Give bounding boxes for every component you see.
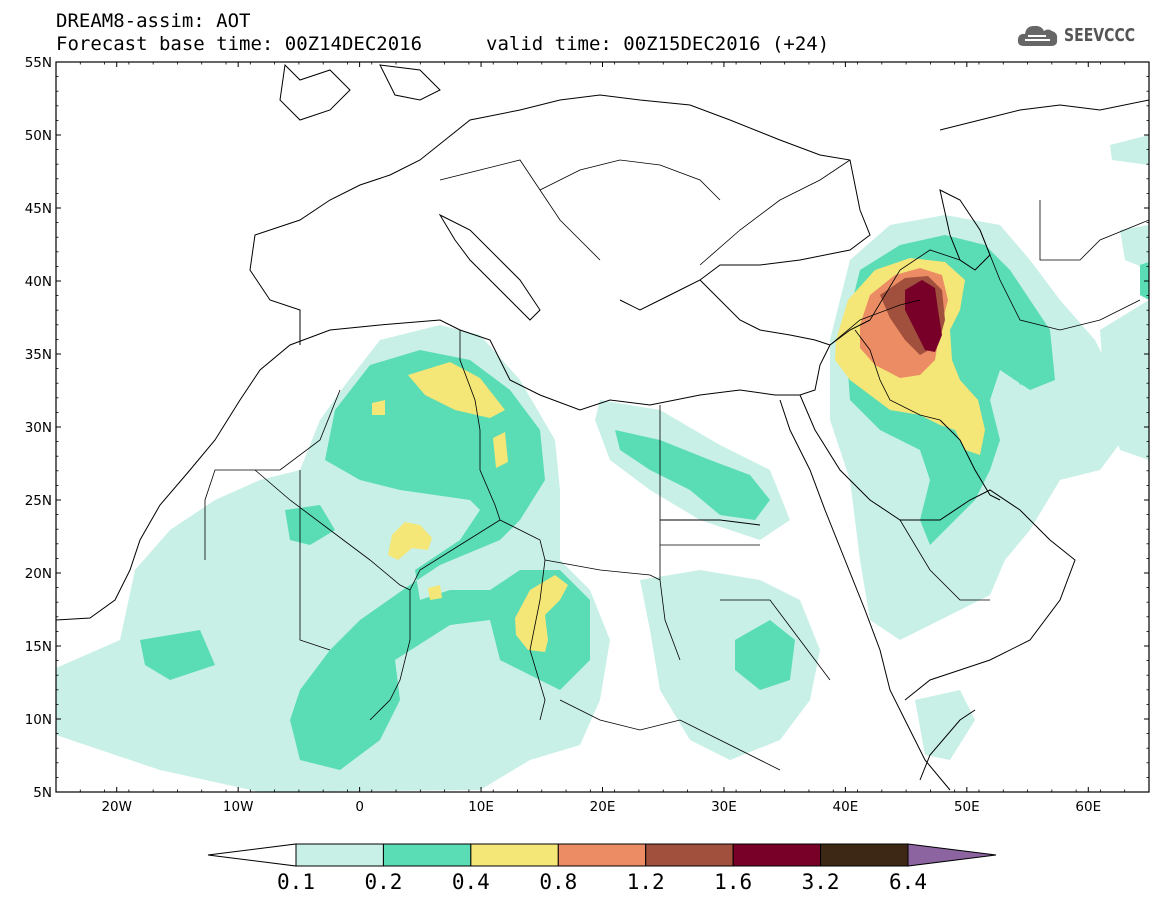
logo-text: SEEVCCC — [1064, 24, 1136, 46]
aot-field — [56, 135, 1149, 792]
lat-label: 45N — [25, 201, 52, 217]
lon-label: 50E — [954, 799, 980, 815]
colorbar-level-label: 0.8 — [539, 870, 578, 894]
lon-label: 20W — [101, 799, 132, 815]
aot-level-1.6 — [905, 280, 942, 352]
lat-label: 20N — [25, 566, 52, 582]
lon-label: 30E — [711, 799, 737, 815]
colorbar-level-label: 6.4 — [889, 870, 927, 894]
colorbar-box — [557, 843, 647, 867]
colorbar-level-label: 0.2 — [364, 870, 403, 894]
longitude-labels: 20W 10W 0 10E 20E 30E 40E 50E 60E — [101, 799, 1101, 815]
lat-label: 50N — [25, 128, 52, 144]
lat-label: 55N — [25, 55, 52, 71]
lat-label: 25N — [25, 493, 52, 509]
lat-label: 5N — [33, 785, 52, 801]
cloud-icon — [1017, 25, 1058, 46]
lon-label: 40E — [833, 799, 859, 815]
forecast-base-time: Forecast base time: 00Z14DEC2016 — [56, 33, 423, 55]
colorbar-level-label: 0.4 — [451, 870, 490, 894]
lat-label: 30N — [25, 420, 52, 436]
colorbar-level-label: 0.1 — [277, 870, 315, 894]
colorbar-box — [295, 843, 384, 867]
colorbar-level-label: 1.6 — [714, 870, 753, 894]
latitude-labels: 5N 10N 15N 20N 25N 30N 35N 40N 45N 50N 55N — [25, 55, 52, 801]
colorbar-level-label: 3.2 — [801, 870, 840, 894]
colorbar-level-label: 1.2 — [626, 870, 665, 894]
country-borders — [204, 159, 1149, 771]
axis-ticks — [55, 61, 1150, 793]
lat-label: 35N — [25, 347, 52, 363]
colorbar-high-triangle — [907, 843, 997, 867]
seevccc-logo: SEEVCCC — [1016, 22, 1155, 48]
colorbar-box — [470, 843, 559, 867]
lat-label: 40N — [25, 274, 52, 290]
map-title: DREAM8-assim: AOT — [56, 10, 251, 32]
coastlines — [56, 63, 1149, 791]
lon-label: 0 — [355, 799, 364, 815]
valid-time: valid time: 00Z15DEC2016 (+24) — [486, 33, 830, 55]
lon-label: 60E — [1075, 799, 1101, 815]
colorbar-box — [382, 843, 472, 867]
lat-label: 15N — [25, 639, 52, 655]
lon-label: 10E — [468, 799, 494, 815]
lat-label: 10N — [25, 712, 52, 728]
colorbar-low-triangle — [207, 843, 297, 867]
colorbar — [207, 843, 997, 867]
colorbar-box — [820, 843, 909, 867]
lon-label: 20E — [590, 799, 616, 815]
colorbar-box — [645, 843, 734, 867]
colorbar-box — [732, 843, 822, 867]
lon-label: 10W — [223, 799, 254, 815]
